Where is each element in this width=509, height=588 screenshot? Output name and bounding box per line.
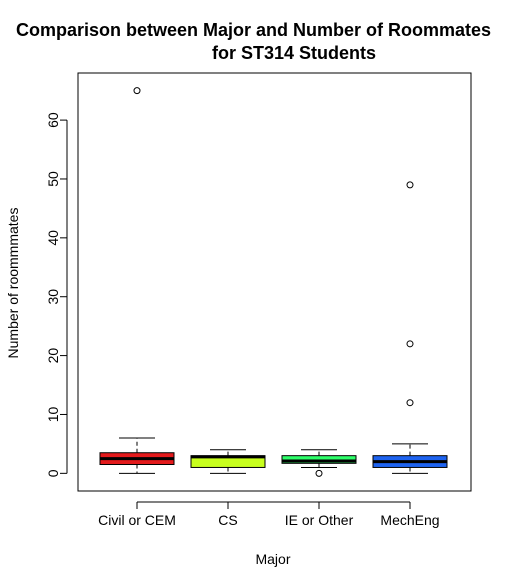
outlier-point bbox=[133, 87, 141, 95]
chart-subtitle: for ST314 Students bbox=[212, 43, 376, 63]
outlier-point bbox=[406, 399, 414, 407]
box-group bbox=[99, 87, 448, 477]
y-tick-label: 60 bbox=[45, 112, 61, 128]
box-ie-or-other bbox=[281, 449, 357, 477]
y-tick-label: 10 bbox=[45, 406, 61, 422]
x-tick-label: Civil or CEM bbox=[98, 512, 176, 528]
x-tick-label: MechEng bbox=[380, 512, 439, 528]
outlier-point bbox=[406, 340, 414, 348]
y-tick-label: 0 bbox=[45, 469, 61, 477]
x-axis-label: Major bbox=[255, 551, 290, 567]
outlier-point bbox=[315, 469, 323, 477]
outlier-point bbox=[406, 181, 414, 189]
y-axis: 0 10 20 30 40 50 60 bbox=[45, 112, 68, 477]
plot-frame bbox=[77, 72, 472, 492]
y-axis-label: Number of roommmates bbox=[5, 208, 21, 359]
x-axis: Civil or CEM CS IE or Other MechEng bbox=[98, 501, 440, 528]
y-tick-label: 20 bbox=[45, 348, 61, 364]
x-tick-label: IE or Other bbox=[285, 512, 354, 528]
box-cs bbox=[190, 449, 266, 474]
y-tick-label: 40 bbox=[45, 230, 61, 246]
chart-title: Comparison between Major and Number of R… bbox=[16, 20, 491, 40]
x-tick-label: CS bbox=[218, 512, 237, 528]
box-mecheng bbox=[372, 181, 448, 474]
box-civil-or-cem bbox=[99, 87, 175, 474]
y-tick-label: 50 bbox=[45, 171, 61, 187]
y-tick-label: 30 bbox=[45, 289, 61, 305]
